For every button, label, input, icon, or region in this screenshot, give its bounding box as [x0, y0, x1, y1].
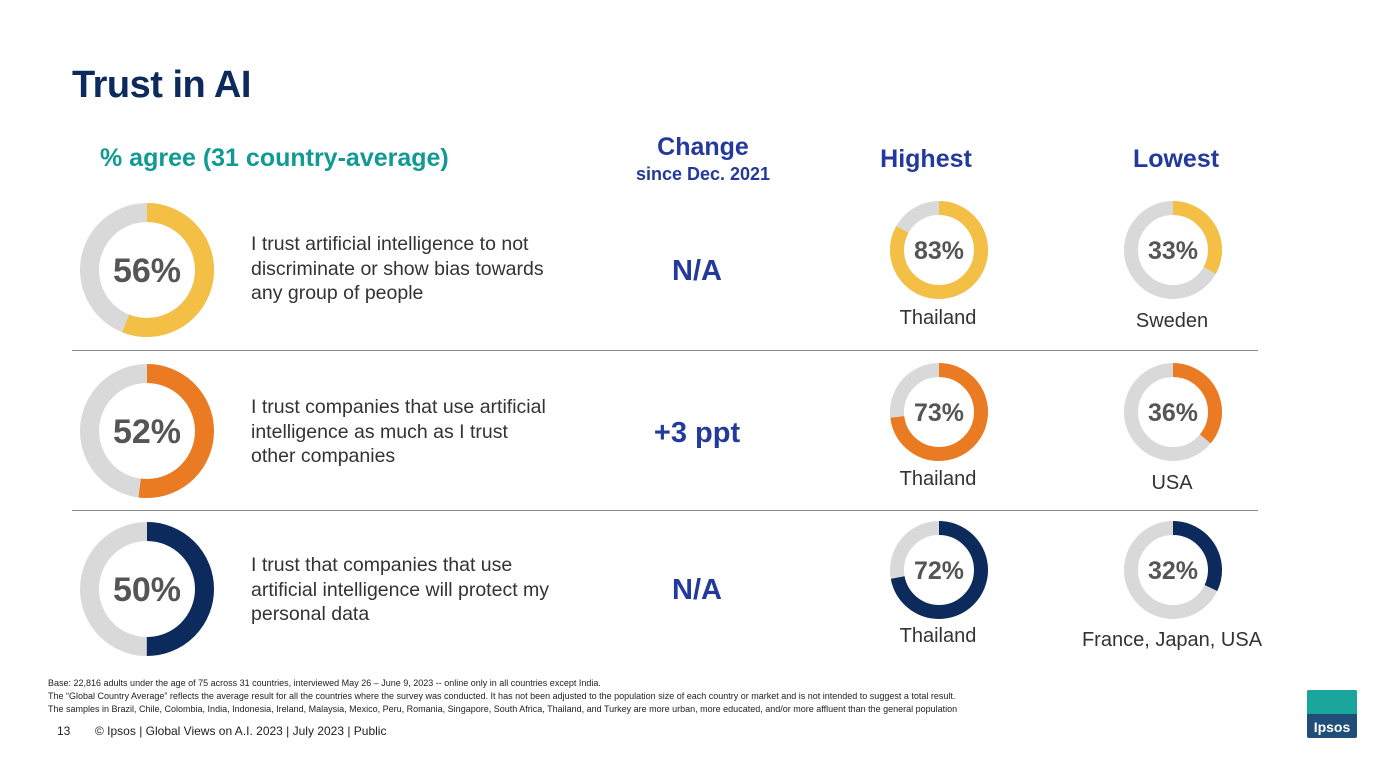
lowest-donut-row3-arc	[1124, 521, 1222, 619]
lowest-donut-row2-label: 36%	[1148, 399, 1198, 427]
lowest-donut-row3-label: 32%	[1148, 557, 1198, 585]
highest-column-header: Highest	[880, 145, 972, 173]
average-donut-row3-label: 50%	[113, 571, 181, 609]
average-donut-row1-arc	[80, 203, 214, 337]
highest-country-row2: Thailand	[899, 468, 977, 490]
highest-donut-row1-label: 83%	[914, 237, 964, 265]
highest-donut-row1: 83%	[890, 201, 988, 299]
highest-donut-row2-label: 73%	[914, 399, 964, 427]
lowest-donut-row1: 33%	[1124, 201, 1222, 299]
average-donut-row2-arc	[80, 364, 214, 498]
change-value-row1: N/A	[672, 255, 722, 287]
row-divider	[72, 350, 1258, 351]
average-donut-row1-label: 56%	[113, 252, 181, 290]
row-divider	[72, 510, 1258, 511]
change-value-row3: N/A	[672, 574, 722, 606]
average-donut-row3: 50%	[80, 522, 214, 656]
highest-country-row1: Thailand	[899, 307, 977, 329]
footer-text: © Ipsos | Global Views on A.I. 2023 | Ju…	[95, 724, 387, 738]
highest-donut-row2-arc	[890, 363, 988, 461]
highest-donut-row1-arc	[890, 201, 988, 299]
change-value-row2: +3 ppt	[653, 417, 741, 449]
lowest-country-row3: France, Japan, USA	[1081, 629, 1263, 651]
page-title: Trust in AI	[72, 64, 251, 106]
change-column-subheader: since Dec. 2021	[635, 164, 771, 184]
average-donut-row2: 52%	[80, 364, 214, 498]
change-column-header: Change	[657, 133, 749, 161]
footnote-samples: The samples in Brazil, Chile, Colombia, …	[48, 704, 958, 714]
page-number: 13	[57, 724, 71, 738]
footnote-gca: The “Global Country Average” reflects th…	[48, 691, 956, 701]
lowest-column-header: Lowest	[1132, 145, 1220, 173]
lowest-donut-row1-label: 33%	[1148, 237, 1198, 265]
lowest-country-row1: Sweden	[1135, 310, 1209, 332]
statement-row3: I trust that companies that use artifici…	[251, 554, 550, 625]
lowest-donut-row2-arc	[1124, 363, 1222, 461]
statement-row2: I trust companies that use artificial in…	[251, 396, 546, 467]
average-donut-row1: 56%	[80, 203, 214, 337]
statement-row1: I trust artificial intelligence to not d…	[251, 233, 544, 304]
footnote-base: Base: 22,816 adults under the age of 75 …	[48, 678, 601, 688]
lowest-country-row2: USA	[1151, 472, 1193, 494]
logo-text: Ipsos	[1313, 719, 1351, 735]
agree-column-header: % agree (31 country-average)	[100, 144, 449, 172]
average-donut-row3-arc	[80, 522, 214, 656]
lowest-donut-row2: 36%	[1124, 363, 1222, 461]
highest-donut-row3-arc	[890, 521, 988, 619]
highest-donut-row2: 73%	[890, 363, 988, 461]
ipsos-logo: Ipsos	[1307, 690, 1357, 738]
highest-country-row3: Thailand	[899, 625, 977, 647]
highest-donut-row3-label: 72%	[914, 557, 964, 585]
lowest-donut-row3: 32%	[1124, 521, 1222, 619]
lowest-donut-row1-arc	[1124, 201, 1222, 299]
average-donut-row2-label: 52%	[113, 413, 181, 451]
highest-donut-row3: 72%	[890, 521, 988, 619]
